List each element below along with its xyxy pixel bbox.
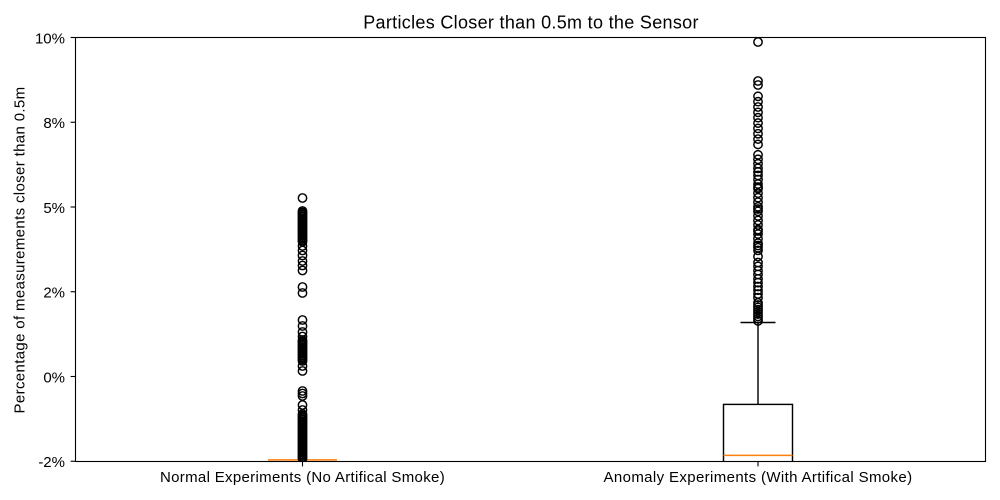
svg-text:Normal Experiments (No Artific: Normal Experiments (No Artifical Smoke) (160, 469, 445, 486)
svg-text:Anomaly Experiments (With Arti: Anomaly Experiments (With Artifical Smok… (604, 469, 913, 486)
svg-text:Particles Closer than 0.5m to: Particles Closer than 0.5m to the Sensor (363, 12, 699, 32)
svg-text:10%: 10% (35, 30, 65, 47)
svg-text:5%: 5% (43, 200, 65, 217)
svg-text:Percentage of measurements clo: Percentage of measurements closer than 0… (12, 87, 29, 414)
svg-text:0%: 0% (43, 369, 65, 386)
svg-text:2%: 2% (43, 285, 65, 302)
svg-text:-2%: -2% (38, 454, 65, 471)
svg-text:8%: 8% (43, 115, 65, 132)
